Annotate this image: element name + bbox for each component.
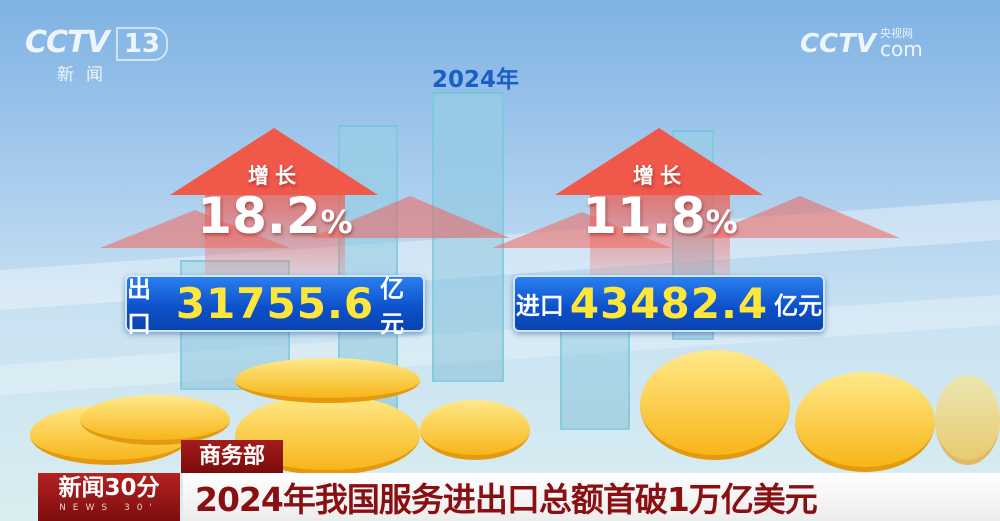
program-title: 新闻30分 [58,475,160,501]
import-unit: 亿元 [774,292,823,320]
channel-name: 新闻 [57,65,115,85]
watermark-suffix: com [880,37,923,61]
coin-stack [640,350,790,460]
coin-stack [80,395,230,445]
import-growth: 增长 11.8% [560,160,760,248]
cctv-brand: CCTV [25,25,110,60]
import-growth-number: 11.8 [582,187,706,245]
arrow-stem [590,195,730,280]
program-logo: 新闻30分 NEWS 30' [38,473,180,521]
watermark-text: 央视网 com [880,28,923,59]
export-amount: 31755.6 [175,279,375,328]
cctv13-logo: CCTV 13 新闻 [25,25,168,85]
arrow-up-icon [170,128,378,195]
import-growth-label: 增长 [633,164,687,188]
export-label: 出口 [127,274,151,338]
coin-stack [420,400,530,460]
source-tag: 商务部 [181,440,283,473]
arrow-up-icon [700,196,900,238]
coin-stack [235,358,420,403]
year-label: 2024年 [432,67,520,93]
channel-number: 13 [115,27,168,61]
percent-sign: % [705,203,738,241]
arrow-up-icon [555,128,763,195]
export-growth: 增长 18.2% [175,160,375,248]
import-label: 进口 [515,292,564,320]
coin-stack [795,372,935,472]
headline: 2024年我国服务进出口总额首破1万亿美元 [195,480,818,519]
program-subtitle: NEWS 30' [59,503,159,513]
import-amount-box: 进口 43482.4 亿元 [513,275,825,332]
export-growth-label: 增长 [248,164,302,188]
export-growth-value: 18.2% [175,190,375,248]
cctv-com-watermark: CCTV 央视网 com [800,28,923,59]
export-growth-number: 18.2 [197,187,321,245]
percent-sign: % [320,203,353,241]
watermark-cn: 央视网 [880,27,914,40]
arrow-stem [205,195,345,280]
export-unit: 亿元 [380,274,405,338]
import-amount: 43482.4 [569,279,769,328]
watermark-brand: CCTV [800,28,877,59]
coin-stack [935,375,1000,465]
headline-bar: 2024年我国服务进出口总额首破1万亿美元 [183,473,1000,521]
export-amount-box: 出口 31755.6 亿元 [125,275,425,338]
import-growth-value: 11.8% [560,190,760,248]
